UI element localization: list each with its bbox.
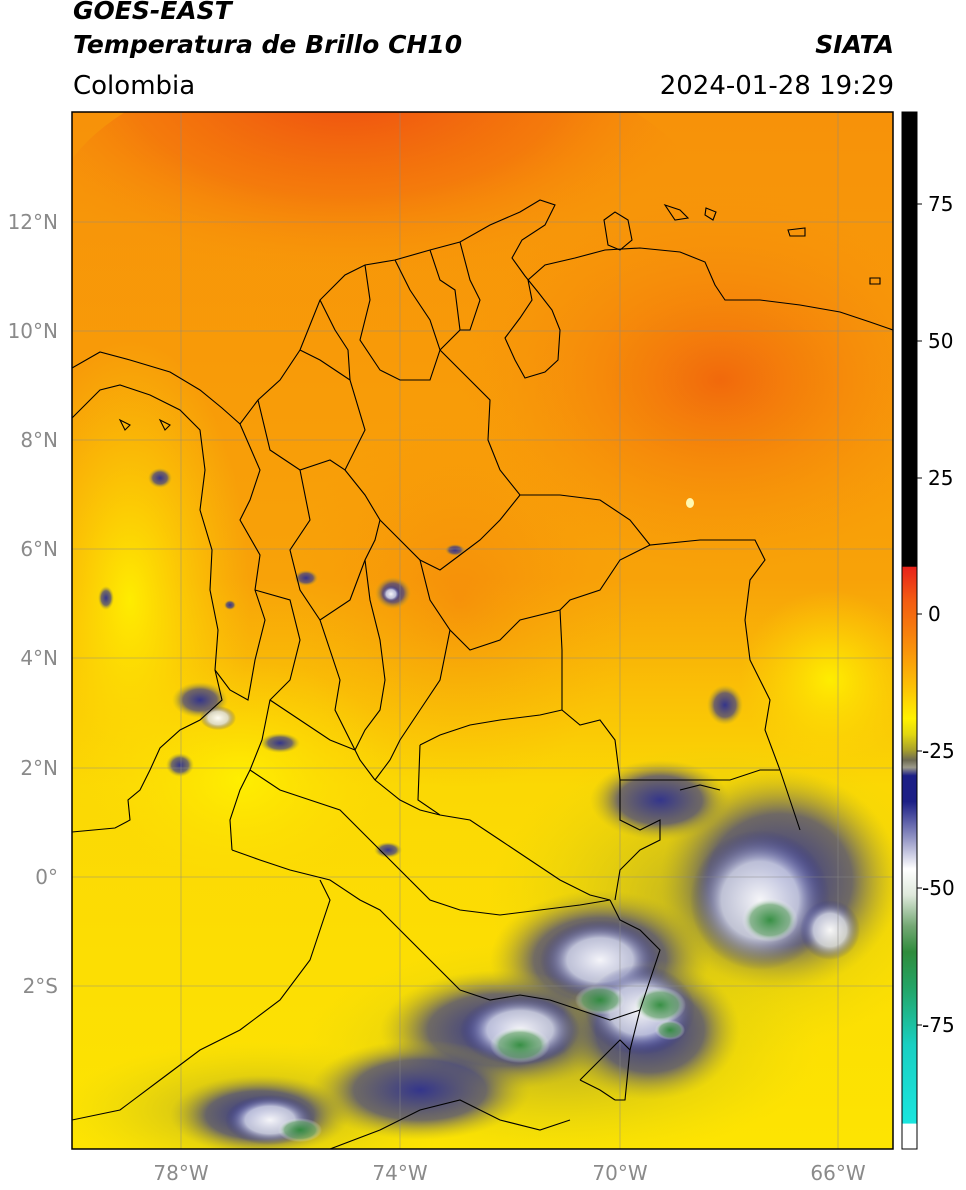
lon-tick-label: 78°W — [153, 1161, 208, 1185]
region-label: Colombia — [73, 71, 196, 101]
title-product: Temperatura de Brillo CH10 — [73, 30, 463, 59]
lat-tick-label: 8°N — [20, 428, 58, 452]
caribbean-coastline — [72, 199, 893, 425]
pacific-coastline — [72, 384, 223, 833]
datetime-label: 2024-01-28 19:29 — [659, 71, 894, 101]
colorbar-tick-label: -75 — [922, 1013, 955, 1037]
lat-tick-label: 0° — [35, 865, 58, 889]
lat-tick-label: 4°N — [20, 646, 58, 670]
lat-tick-label: 6°N — [20, 537, 58, 561]
lat-tick-label: 2°N — [20, 756, 58, 780]
colorbar-tick-label: 25 — [928, 466, 953, 490]
colorbar-ramp — [901, 111, 918, 1150]
lon-tick-label: 70°W — [592, 1161, 647, 1185]
coastline-borders — [72, 199, 893, 1149]
lat-axis: 12°N 10°N 8°N 6°N 4°N 2°N 0° 2°S — [8, 210, 58, 998]
lat-tick-label: 10°N — [8, 319, 58, 343]
colorbar-tick-label: 0 — [928, 602, 941, 626]
title-satellite: GOES-EAST — [73, 0, 232, 25]
lon-tick-label: 66°W — [810, 1161, 865, 1185]
colorbar-tick-label: 50 — [928, 329, 953, 353]
lon-axis: 78°W 74°W 70°W 66°W — [153, 1161, 865, 1185]
colorbar: 75 50 25 0 -25 -50 -75 — [901, 111, 955, 1150]
colorbar-tick-label: 75 — [928, 192, 953, 216]
graticule — [72, 112, 893, 1149]
lon-tick-label: 74°W — [372, 1161, 427, 1185]
lat-tick-label: 2°S — [23, 974, 58, 998]
colorbar-tick-label: -50 — [922, 876, 955, 900]
colorbar-tick-label: -25 — [922, 739, 955, 763]
lat-tick-label: 12°N — [8, 210, 58, 234]
map-frame — [71, 111, 894, 1150]
org-label: SIATA — [815, 30, 894, 59]
brightness-temperature-field — [72, 112, 893, 1149]
